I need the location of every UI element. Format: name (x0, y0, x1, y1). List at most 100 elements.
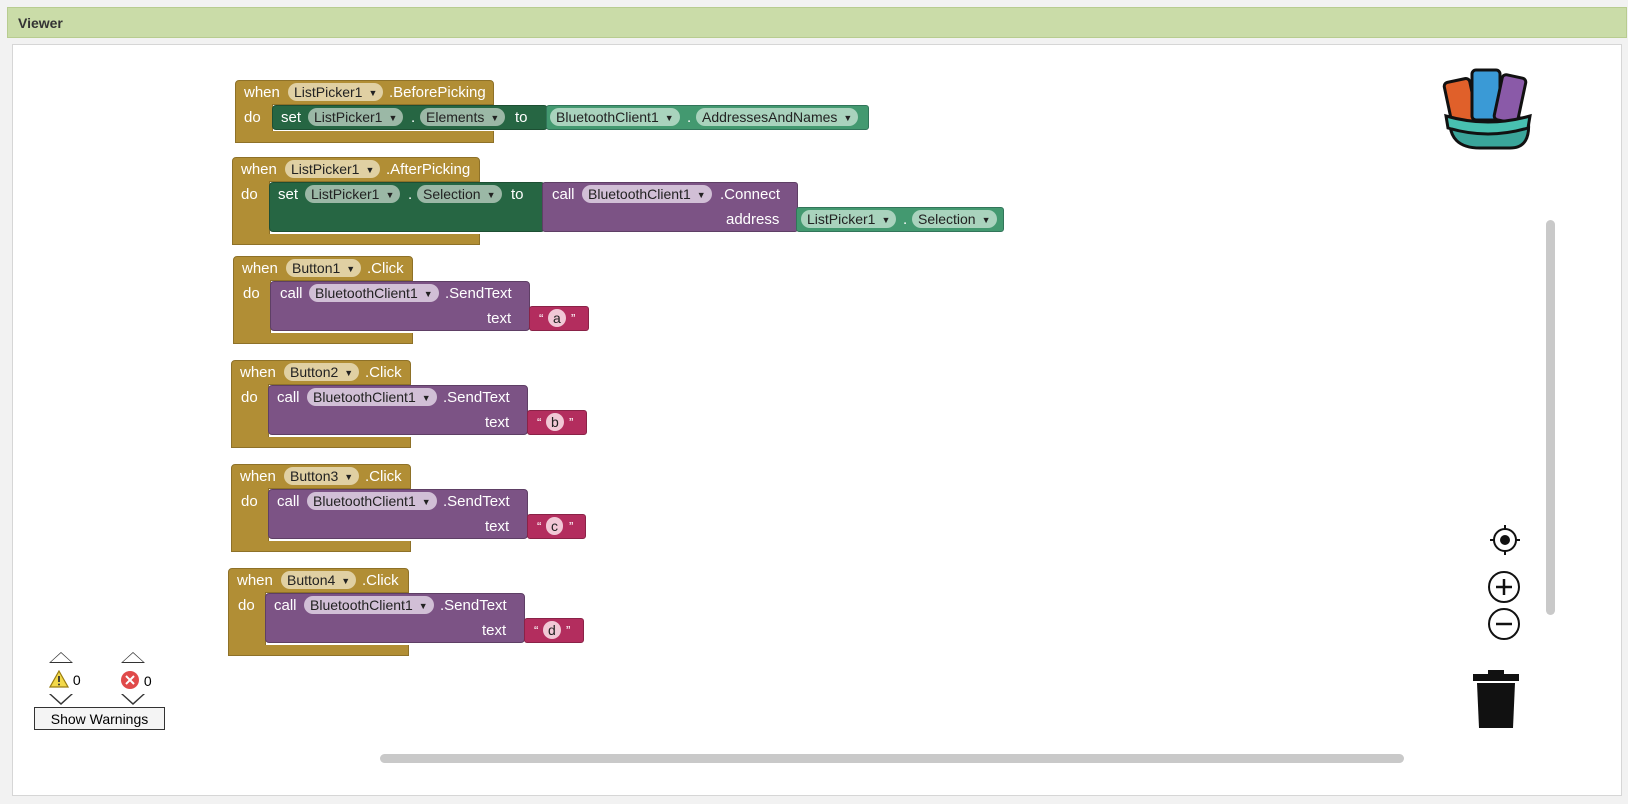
event-name: .AfterPicking (386, 161, 471, 178)
zoom-in-icon[interactable] (1488, 571, 1520, 603)
text-value-field[interactable]: a (548, 309, 566, 327)
event-side[interactable] (233, 280, 271, 335)
component-dropdown[interactable]: ListPicker1 ▼ (801, 210, 897, 228)
close-quote: ” (569, 519, 574, 534)
component-dropdown[interactable]: Button1 ▼ (286, 259, 362, 277)
arg-label: address (726, 211, 780, 228)
method-name: .Connect (720, 186, 781, 203)
when-label: when (242, 260, 278, 277)
component-dropdown[interactable]: ListPicker1 ▼ (288, 83, 384, 101)
call-label: call (277, 493, 300, 510)
dot-separator: . (903, 211, 908, 228)
error-indicator: 0 (120, 670, 152, 690)
component-dropdown[interactable]: BluetoothClient1 ▼ (304, 596, 434, 614)
component-dropdown[interactable]: Button2 ▼ (284, 363, 360, 381)
call-label: call (552, 186, 575, 203)
zoom-out-icon[interactable] (1488, 608, 1520, 640)
horizontal-scrollbar[interactable] (380, 754, 1404, 763)
warning-next-arrow[interactable] (49, 694, 73, 705)
component-dropdown[interactable]: Button4 ▼ (281, 571, 357, 589)
component-dropdown[interactable]: BluetoothClient1 ▼ (582, 185, 712, 203)
text-value-field[interactable]: c (546, 517, 563, 535)
when-label: when (241, 161, 277, 178)
event-footer[interactable] (228, 645, 409, 656)
component-dropdown[interactable]: ListPicker1 ▼ (305, 185, 401, 203)
close-quote: ” (569, 415, 574, 430)
event-side[interactable] (232, 181, 270, 236)
open-quote: “ (534, 623, 539, 638)
text-value-field[interactable]: d (543, 621, 561, 639)
do-label: do (238, 597, 255, 614)
dot-separator: . (408, 186, 413, 203)
event-name: .Click (365, 468, 402, 485)
do-label: do (241, 186, 258, 203)
chevron-down-icon: ▼ (344, 368, 354, 378)
set-label: set (278, 186, 299, 203)
call-label: call (280, 285, 303, 302)
chevron-down-icon: ▼ (421, 497, 431, 507)
event-footer[interactable] (232, 234, 480, 245)
property-dropdown[interactable]: AddressesAndNames ▼ (696, 108, 859, 126)
event-name: .BeforePicking (389, 84, 486, 101)
warning-prev-arrow[interactable] (49, 652, 73, 663)
error-count: 0 (143, 673, 152, 689)
when-label: when (240, 468, 276, 485)
text-value-field[interactable]: b (546, 413, 564, 431)
call-label: call (274, 597, 297, 614)
method-name: .SendText (443, 493, 510, 510)
event-footer[interactable] (235, 131, 494, 143)
event-name: .Click (362, 572, 399, 589)
event-side[interactable] (231, 488, 269, 543)
chevron-down-icon: ▼ (486, 190, 496, 200)
do-label: do (244, 109, 261, 126)
chevron-down-icon: ▼ (664, 113, 674, 123)
chevron-down-icon: ▼ (368, 88, 378, 98)
show-warnings-button[interactable]: Show Warnings (34, 707, 165, 730)
arg-label: text (487, 310, 512, 327)
component-dropdown[interactable]: BluetoothClient1 ▼ (307, 492, 437, 510)
event-footer[interactable] (231, 437, 411, 448)
call-label: call (277, 389, 300, 406)
to-label: to (511, 186, 524, 203)
component-dropdown[interactable]: Button3 ▼ (284, 467, 360, 485)
set-label: set (281, 109, 302, 126)
event-name: .Click (367, 260, 404, 277)
crosshair-icon[interactable] (1489, 524, 1521, 556)
property-dropdown[interactable]: Elements ▼ (420, 108, 506, 126)
vertical-scrollbar[interactable] (1546, 220, 1555, 615)
trash-icon[interactable] (1472, 668, 1520, 730)
event-footer[interactable] (233, 333, 413, 344)
error-next-arrow[interactable] (121, 694, 145, 705)
property-dropdown[interactable]: Selection ▼ (417, 185, 502, 203)
viewer-title: Viewer (18, 15, 63, 31)
chevron-down-icon: ▼ (881, 215, 891, 225)
open-quote: “ (539, 311, 544, 326)
chevron-down-icon: ▼ (344, 472, 354, 482)
do-label: do (243, 285, 260, 302)
backpack-icon[interactable] (1440, 58, 1536, 150)
chevron-down-icon: ▼ (843, 113, 853, 123)
chevron-down-icon: ▼ (490, 113, 500, 123)
method-name: .SendText (440, 597, 507, 614)
chevron-down-icon: ▼ (388, 113, 398, 123)
to-label: to (515, 109, 528, 126)
component-dropdown[interactable]: BluetoothClient1 ▼ (550, 108, 680, 126)
arg-label: text (482, 622, 507, 639)
property-dropdown[interactable]: Selection ▼ (912, 210, 997, 228)
chevron-down-icon: ▼ (421, 393, 431, 403)
open-quote: “ (537, 519, 542, 534)
event-footer[interactable] (231, 541, 411, 552)
viewer-header: Viewer (7, 7, 1627, 38)
event-side[interactable] (235, 104, 273, 132)
arg-label: text (485, 414, 510, 431)
chevron-down-icon: ▼ (346, 264, 356, 274)
warning-count: 0 (72, 672, 81, 688)
component-dropdown[interactable]: ListPicker1 ▼ (285, 160, 381, 178)
chevron-down-icon: ▼ (981, 215, 991, 225)
error-prev-arrow[interactable] (121, 652, 145, 663)
close-quote: ” (571, 311, 576, 326)
component-dropdown[interactable]: BluetoothClient1 ▼ (309, 284, 439, 302)
component-dropdown[interactable]: ListPicker1 ▼ (308, 108, 404, 126)
component-dropdown[interactable]: BluetoothClient1 ▼ (307, 388, 437, 406)
dot-separator: . (687, 109, 692, 126)
